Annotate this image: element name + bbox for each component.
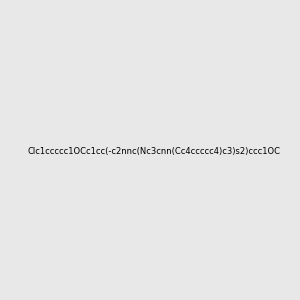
Text: Clc1ccccc1OCc1cc(-c2nnc(Nc3cnn(Cc4ccccc4)c3)s2)ccc1OC: Clc1ccccc1OCc1cc(-c2nnc(Nc3cnn(Cc4ccccc4…	[27, 147, 280, 156]
